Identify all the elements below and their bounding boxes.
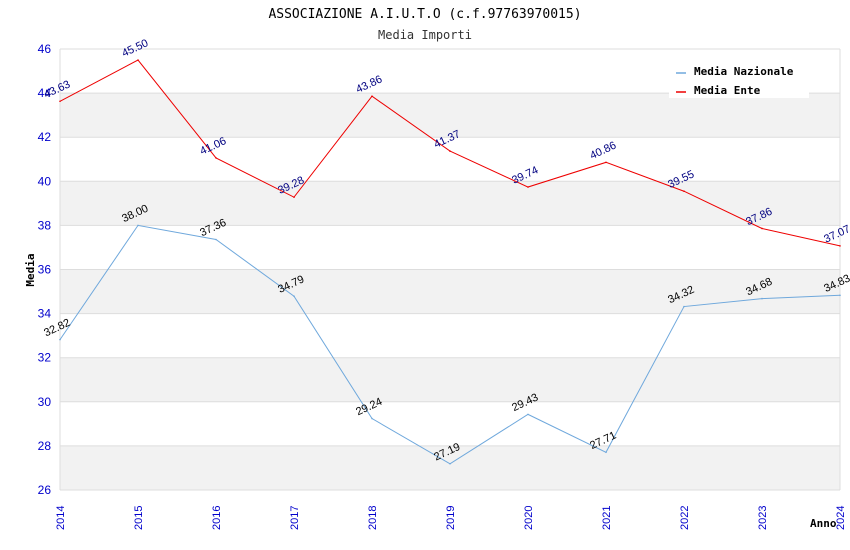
y-axis-ticks: 26 28 30 32 34 36 38 40 42 44 46: [38, 42, 52, 497]
x-tick-label: 2015: [133, 506, 145, 530]
x-tick-label: 2024: [835, 506, 847, 530]
y-tick-label: 34: [38, 307, 52, 321]
data-point: [605, 161, 607, 164]
series-lines: [59, 59, 841, 465]
chart-subtitle: Media Importi: [378, 28, 472, 42]
x-tick-label: 2022: [679, 506, 691, 530]
data-point: [137, 224, 139, 227]
x-tick-label: 2018: [367, 506, 379, 530]
plot-band: [60, 137, 840, 182]
legend-item-media-nazionale: Media Nazionale: [694, 65, 794, 78]
y-axis-label: Media: [24, 253, 37, 286]
plot-band: [60, 269, 840, 314]
x-axis-label: Anno: [810, 517, 837, 530]
data-point: [371, 95, 373, 97]
plot-band: [60, 93, 840, 138]
y-tick-label: 46: [38, 42, 52, 56]
data-point: [683, 305, 685, 308]
data-point: [59, 100, 61, 103]
x-tick-label: 2020: [523, 506, 535, 530]
data-point: [839, 294, 841, 297]
y-tick-label: 26: [38, 483, 52, 497]
x-tick-label: 2021: [601, 506, 613, 530]
data-point: [449, 462, 451, 465]
data-point: [449, 150, 451, 152]
x-tick-label: 2017: [289, 506, 301, 530]
data-point: [293, 295, 295, 297]
data-point: [293, 196, 295, 198]
y-tick-label: 36: [38, 263, 52, 277]
plot-band: [60, 313, 840, 358]
data-point: [605, 451, 607, 454]
data-point: [839, 245, 841, 247]
y-tick-label: 30: [38, 395, 52, 409]
chart-title: ASSOCIAZIONE A.I.U.T.O (c.f.97763970015): [268, 7, 581, 22]
legend: Media Nazionale Media Ente: [669, 60, 809, 98]
plot-band: [60, 401, 840, 446]
y-tick-label: 40: [38, 174, 52, 188]
y-tick-label: 28: [38, 439, 52, 453]
x-tick-label: 2019: [445, 506, 457, 530]
y-tick-label: 38: [38, 218, 52, 232]
x-tick-label: 2016: [211, 506, 223, 530]
y-tick-label: 32: [38, 351, 52, 365]
data-point: [215, 238, 217, 241]
data-point: [371, 417, 373, 420]
gridlines: [59, 48, 841, 491]
x-tick-label: 2014: [55, 506, 67, 530]
x-tick-label: 2023: [757, 506, 769, 530]
plot-background-bands: [60, 49, 840, 490]
data-point: [137, 59, 139, 61]
plot-band: [60, 357, 840, 402]
data-point: [527, 186, 529, 188]
data-point: [683, 190, 685, 193]
plot-band: [60, 181, 840, 226]
legend-item-media-ente: Media Ente: [694, 84, 761, 97]
data-point: [761, 297, 763, 300]
plot-band: [60, 225, 840, 270]
data-point: [215, 157, 217, 159]
x-axis-ticks: 2014 2015 2016 2017 2018 2019 2020 2021 2022 2023…: [55, 506, 847, 530]
legend-box: [669, 60, 809, 98]
data-point: [527, 413, 529, 416]
data-point: [59, 338, 61, 341]
data-point: [761, 227, 763, 230]
plot-band: [60, 445, 840, 490]
y-tick-label: 44: [38, 86, 52, 100]
y-tick-label: 42: [38, 130, 52, 144]
